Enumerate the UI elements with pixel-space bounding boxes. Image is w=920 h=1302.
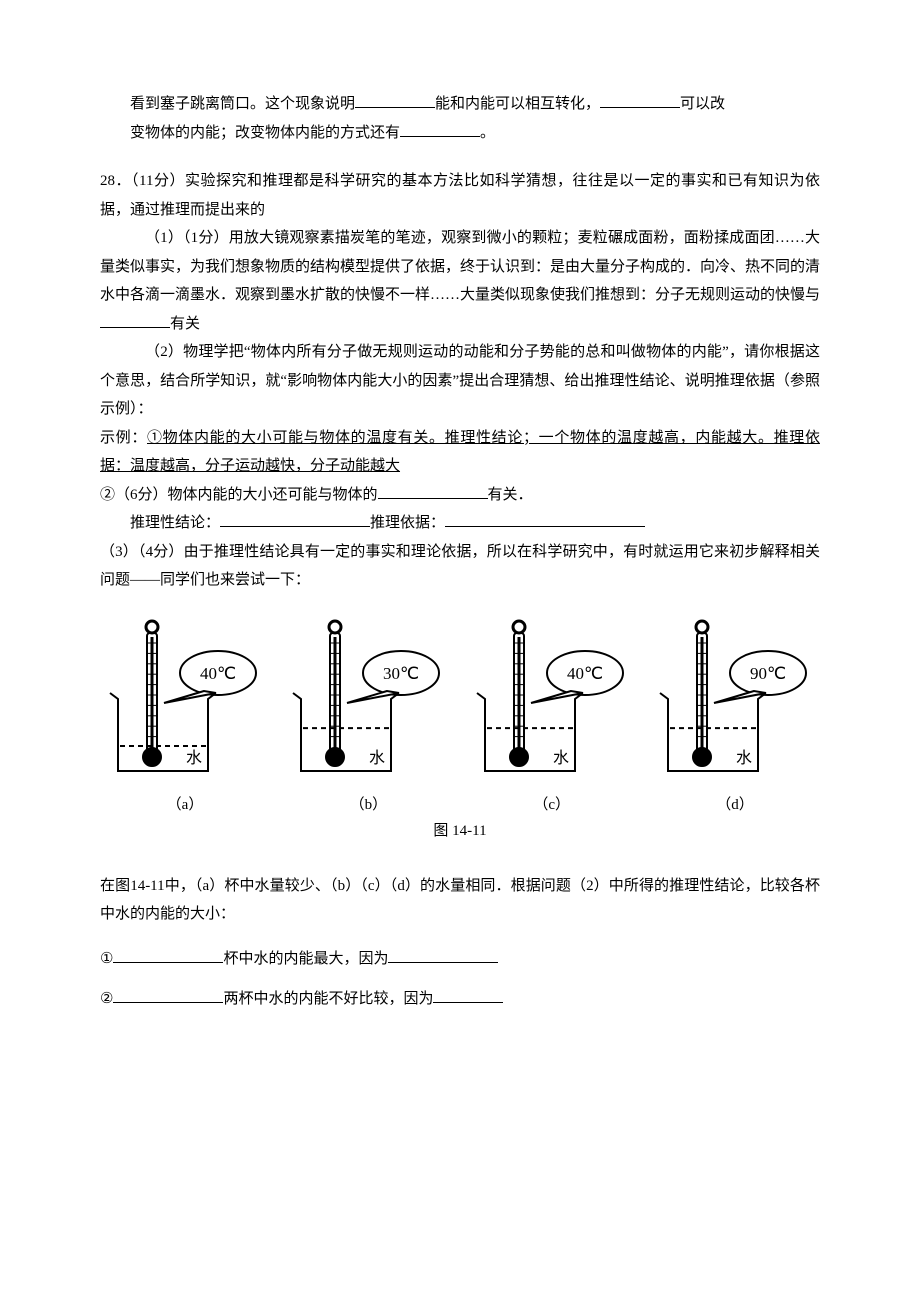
svg-text:30℃: 30℃ [383,664,419,683]
text: 有关 [170,316,200,332]
example-label: 示例： [100,430,147,446]
q27-line2: 变物体的内能；改变物体内能的方式还有 。 [100,119,820,148]
blank[interactable] [600,93,680,108]
text: ② [100,991,113,1007]
blank[interactable] [220,512,370,527]
q27-line1: 看到塞子跳离筒口。这个现象说明 能和内能可以相互转化， 可以改 [100,90,820,119]
q28-p3: （3）（4分）由于推理性结论具有一定的事实和理论依据，所以在科学研究中，有时就运… [100,538,820,595]
text: 两杯中水的内能不好比较，因为 [223,991,433,1007]
page: 看到塞子跳离筒口。这个现象说明 能和内能可以相互转化， 可以改 变物体的内能；改变物… [0,0,920,1302]
svg-text:水: 水 [369,749,385,767]
q28-p1: （1）（1分）用放大镜观察素描炭笔的笔迹，观察到微小的颗粒；麦粒碾成面粉，面粉揉… [100,224,820,338]
q28-sub2-line2: 推理性结论： 推理依据： [100,509,820,538]
q28-after-fig: 在图14-11中，（a）杯中水量较少、（b）（c）（d）的水量相同．根据问题（2… [100,872,820,929]
beaker-diagram: 水 90℃ （d） [650,615,820,820]
blank[interactable] [100,312,170,327]
text: （1）（1分）用放大镜观察素描炭笔的笔迹，观察到微小的颗粒；麦粒碾成面粉，面粉揉… [100,230,820,303]
beaker-diagram: 水 40℃ （c） [467,615,637,820]
figure-caption: 图 14-11 [100,817,820,846]
q28-head: 28．（11分）实验探究和推理都是科学研究的基本方法比如科学猜想，往往是以一定的… [100,167,820,224]
blank[interactable] [355,93,435,108]
blank[interactable] [388,947,498,962]
figure-14-11: 水 40℃ （a） 水 30℃ （b） 水 40℃ （c） 水 90℃ （d） [100,615,820,820]
blank[interactable] [400,121,480,136]
text: 推理依据： [370,515,445,531]
svg-text:水: 水 [553,749,569,767]
q28-example: 示例：①物体内能的大小可能与物体的温度有关。推理性结论；一个物体的温度越高，内能… [100,424,820,481]
text: 看到塞子跳离筒口。这个现象说明 [130,96,355,112]
blank[interactable] [113,947,223,962]
q28-answer1: ① 杯中水的内能最大，因为 [100,945,820,974]
blank[interactable] [445,512,645,527]
text: 。 [480,125,495,141]
beaker-label: （b） [350,791,388,820]
blank[interactable] [113,988,223,1003]
text: 有关． [488,487,533,503]
text: 变物体的内能；改变物体内能的方式还有 [130,125,400,141]
text: ②（6分）物体内能的大小还可能与物体的 [100,487,378,503]
beaker-label: （a） [167,791,204,820]
beaker-diagram: 水 40℃ （a） [100,615,270,820]
svg-text:40℃: 40℃ [567,664,603,683]
svg-text:水: 水 [736,749,752,767]
q28-sub2-line1: ②（6分）物体内能的大小还可能与物体的 有关． [100,481,820,510]
svg-text:水: 水 [186,749,202,767]
text: 杯中水的内能最大，因为 [223,951,388,967]
beaker-label: （c） [533,791,570,820]
q28-p2: （2）物理学把“物体内所有分子做无规则运动的动能和分子势能的总和叫做物体的内能”… [100,338,820,424]
svg-text:40℃: 40℃ [200,664,236,683]
beaker-diagram: 水 30℃ （b） [283,615,453,820]
text: 能和内能可以相互转化， [435,96,600,112]
svg-text:90℃: 90℃ [750,664,786,683]
text: 可以改 [680,96,725,112]
q28-answer2: ② 两杯中水的内能不好比较，因为 [100,985,820,1014]
text: ① [100,951,113,967]
text: 推理性结论： [130,515,220,531]
blank[interactable] [378,483,488,498]
beaker-label: （d） [716,791,754,820]
example-underlined: ①物体内能的大小可能与物体的温度有关。推理性结论；一个物体的温度越高，内能越大。… [100,430,820,475]
blank[interactable] [433,988,503,1003]
